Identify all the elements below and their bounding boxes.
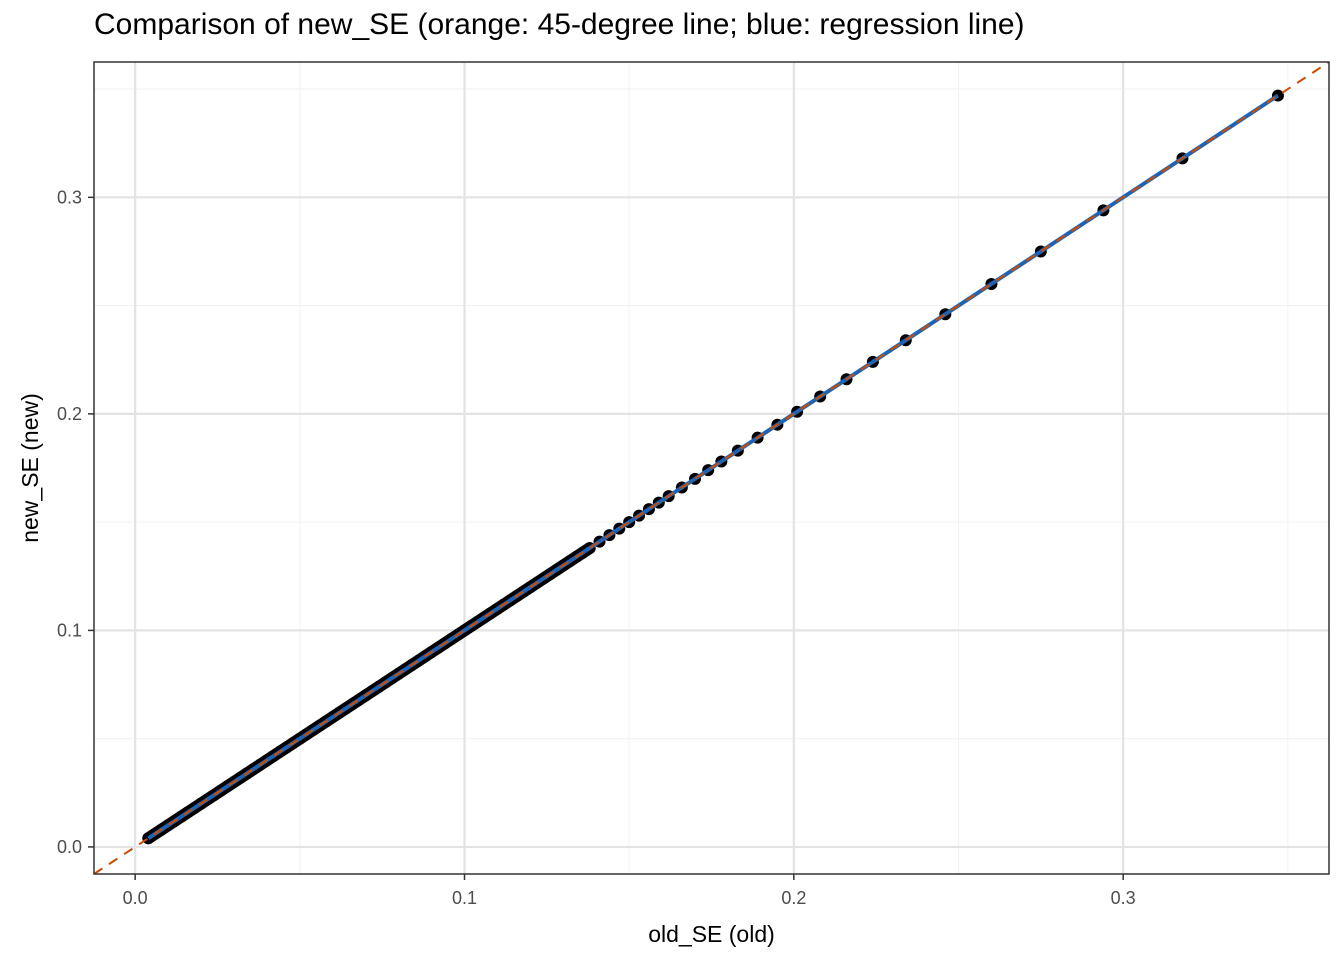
y-tick-label: 0.2 bbox=[57, 404, 82, 424]
major-gridlines bbox=[94, 62, 1329, 874]
chart-title: Comparison of new_SE (orange: 45-degree … bbox=[94, 8, 1025, 41]
identity-line bbox=[94, 62, 1329, 874]
y-tick-label: 0.0 bbox=[57, 837, 82, 857]
x-tick-label: 0.2 bbox=[781, 888, 806, 908]
reference-lines bbox=[94, 62, 1329, 874]
x-tick-label: 0.0 bbox=[123, 888, 148, 908]
y-tick-label: 0.1 bbox=[57, 620, 82, 640]
y-axis-title: new_SE (new) bbox=[17, 393, 43, 543]
x-axis-title: old_SE (old) bbox=[648, 921, 775, 947]
x-tick-label: 0.1 bbox=[452, 888, 477, 908]
y-tick-label: 0.3 bbox=[57, 187, 82, 207]
panel-border bbox=[93, 61, 1330, 875]
x-tick-label: 0.3 bbox=[1111, 888, 1136, 908]
x-axis-ticks: 0.0 0.1 0.2 0.3 bbox=[123, 874, 1136, 908]
y-axis-ticks: 0.0 0.1 0.2 0.3 bbox=[57, 187, 94, 857]
